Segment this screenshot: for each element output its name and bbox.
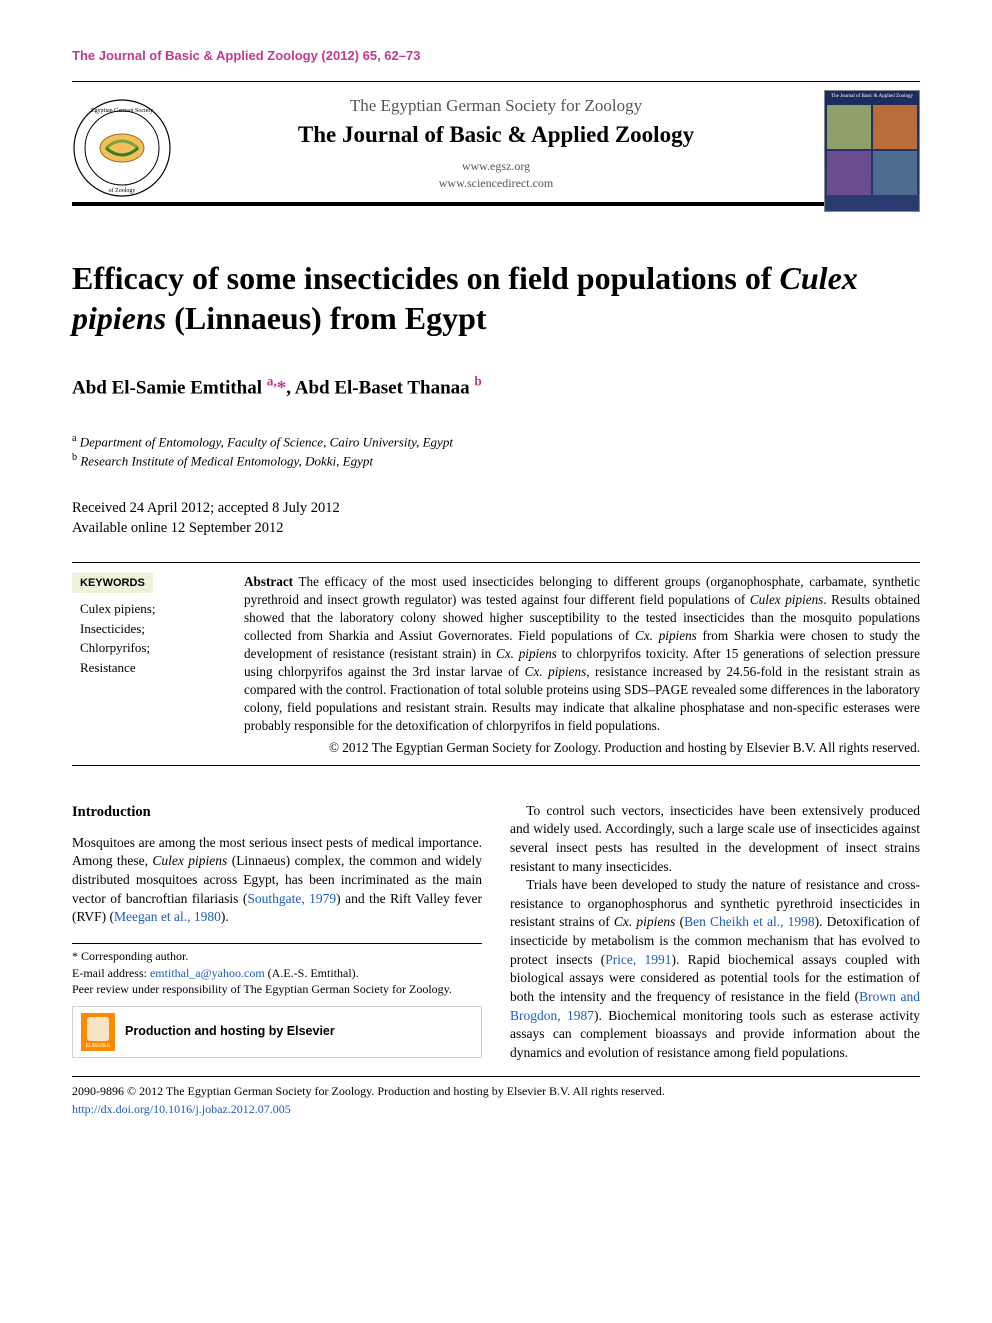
body-paragraph: To control such vectors, insecticides ha… <box>510 802 920 877</box>
title-text-pre: Efficacy of some insecticides on field p… <box>72 260 780 296</box>
cover-title: The Journal of Basic & Applied Zoology <box>825 91 919 103</box>
body-text: ( <box>675 914 684 929</box>
citation-link[interactable]: Ben Cheikh et al., 1998 <box>684 914 815 929</box>
abstract-species: Culex pipiens <box>750 592 823 607</box>
correspondence-block: * Corresponding author. E-mail address: … <box>72 943 482 1058</box>
keyword-item: Culex pipiens; <box>80 599 226 619</box>
citation-link[interactable]: Price, 1991 <box>605 952 671 967</box>
cover-panel-icon <box>873 105 917 149</box>
body-paragraph: Mosquitoes are among the most serious in… <box>72 834 482 927</box>
masthead: Egyptian German Society of Zoology The E… <box>72 81 920 206</box>
affiliations: a Department of Entomology, Faculty of S… <box>72 433 920 470</box>
abstract-species: Cx. pipiens <box>525 664 587 679</box>
author-2-name: Abd El-Baset Thanaa <box>295 377 475 398</box>
hosting-row: ELSEVIER Production and hosting by Elsev… <box>72 1006 482 1058</box>
dates-online: Available online 12 September 2012 <box>72 518 920 538</box>
body-text: ). <box>221 909 229 924</box>
article-title: Efficacy of some insecticides on field p… <box>72 258 920 338</box>
corresponding-email-line: E-mail address: emtithal_a@yahoo.com (A.… <box>72 965 482 982</box>
elsevier-logo-icon: ELSEVIER <box>81 1013 115 1051</box>
abstract-species: Cx. pipiens <box>635 628 697 643</box>
citation-link[interactable]: Southgate, 1979 <box>247 891 336 906</box>
keywords-list: Culex pipiens; Insecticides; Chlorpyrifo… <box>72 599 226 677</box>
page-footer: 2090-9896 © 2012 The Egyptian German Soc… <box>72 1076 920 1118</box>
author-list: Abd El-Samie Emtithal a,*, Abd El-Baset … <box>72 374 920 399</box>
author-sep: , <box>286 377 294 398</box>
cover-panel-icon <box>827 105 871 149</box>
article-dates: Received 24 April 2012; accepted 8 July … <box>72 498 920 539</box>
keyword-item: Resistance <box>80 658 226 678</box>
title-text-post: (Linnaeus) from Egypt <box>166 300 486 336</box>
dates-received-accepted: Received 24 April 2012; accepted 8 July … <box>72 498 920 518</box>
keywords-column: KEYWORDS Culex pipiens; Insecticides; Ch… <box>72 573 244 757</box>
affiliation-a: a Department of Entomology, Faculty of S… <box>72 433 920 450</box>
doi-link[interactable]: http://dx.doi.org/10.1016/j.jobaz.2012.0… <box>72 1101 920 1118</box>
body-right-column: To control such vectors, insecticides ha… <box>510 802 920 1063</box>
journal-url-2[interactable]: www.sciencedirect.com <box>182 175 810 192</box>
abstract-copyright: © 2012 The Egyptian German Society for Z… <box>244 739 920 757</box>
cover-panel-icon <box>873 151 917 195</box>
corresponding-author-label: * Corresponding author. <box>72 948 482 965</box>
cover-panel-icon <box>827 151 871 195</box>
running-head: The Journal of Basic & Applied Zoology (… <box>72 48 920 63</box>
body-species: Culex pipiens <box>152 853 227 868</box>
corresponding-asterisk-icon: * <box>277 377 287 398</box>
abstract-species: Cx. pipiens <box>496 646 557 661</box>
journal-urls: www.egsz.org www.sciencedirect.com <box>182 158 810 192</box>
journal-cover-thumbnail: The Journal of Basic & Applied Zoology <box>824 90 920 212</box>
journal-name: The Journal of Basic & Applied Zoology <box>182 122 810 148</box>
section-heading-introduction: Introduction <box>72 802 482 822</box>
body-paragraph: Trials have been developed to study the … <box>510 876 920 1062</box>
abstract-column: Abstract The efficacy of the most used i… <box>244 573 920 757</box>
abstract-label: Abstract <box>244 574 293 589</box>
affiliation-b: b Research Institute of Medical Entomolo… <box>72 452 920 469</box>
author-1-name: Abd El-Samie Emtithal <box>72 377 267 398</box>
society-seal-icon: Egyptian German Society of Zoology <box>72 98 172 198</box>
peer-review-note: Peer review under responsibility of The … <box>72 981 482 998</box>
svg-text:of Zoology: of Zoology <box>109 187 136 194</box>
hosting-text: Production and hosting by Elsevier <box>125 1023 335 1041</box>
masthead-center: The Egyptian German Society for Zoology … <box>182 96 810 192</box>
society-name: The Egyptian German Society for Zoology <box>182 96 810 116</box>
keywords-heading: KEYWORDS <box>72 573 153 593</box>
journal-url-1[interactable]: www.egsz.org <box>182 158 810 175</box>
email-suffix: (A.E.-S. Emtithal). <box>265 966 359 980</box>
body-species: Cx. pipiens <box>614 914 676 929</box>
footer-copyright: 2090-9896 © 2012 The Egyptian German Soc… <box>72 1083 920 1100</box>
body-two-column: Introduction Mosquitoes are among the mo… <box>72 802 920 1063</box>
keyword-item: Insecticides; <box>80 619 226 639</box>
email-label: E-mail address: <box>72 966 150 980</box>
corresponding-email-link[interactable]: emtithal_a@yahoo.com <box>150 966 265 980</box>
citation-link[interactable]: Meegan et al., 1980 <box>114 909 221 924</box>
body-left-column: Introduction Mosquitoes are among the mo… <box>72 802 482 1063</box>
author-2-aff-marker: b <box>474 377 481 398</box>
svg-text:Egyptian German Society: Egyptian German Society <box>91 108 153 114</box>
keywords-abstract-block: KEYWORDS Culex pipiens; Insecticides; Ch… <box>72 562 920 766</box>
author-1-aff-marker: a, <box>267 377 277 398</box>
keyword-item: Chlorpyrifos; <box>80 638 226 658</box>
